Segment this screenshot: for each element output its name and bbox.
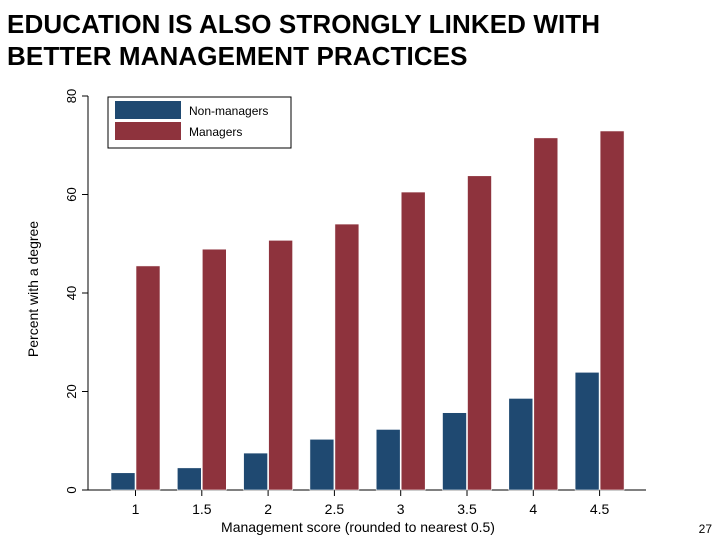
bar-non-managers [508, 398, 534, 491]
bar-managers [268, 240, 293, 491]
x-tick-label: 3.5 [457, 501, 477, 517]
y-tick-label: 20 [64, 384, 79, 398]
bar-non-managers [110, 472, 136, 491]
x-axis: 1 1.5 2 2.5 3 3.5 4 4.5 [88, 489, 646, 517]
bar-managers [533, 137, 559, 491]
bar-non-managers [177, 467, 202, 491]
y-tick-label: 80 [64, 89, 79, 103]
bar-managers [334, 223, 360, 491]
bars [110, 130, 625, 491]
bar-non-managers [442, 412, 467, 491]
x-tick-labels: 1 1.5 2 2.5 3 3.5 4 4.5 [132, 501, 610, 517]
bar-managers [599, 130, 625, 491]
y-ticks [82, 95, 88, 491]
y-axis-label: Percent with a degree [25, 221, 41, 357]
bar-managers [135, 265, 161, 491]
x-ticks [135, 490, 601, 496]
legend-label-non-managers: Non-managers [189, 104, 268, 118]
bar-non-managers [375, 429, 401, 491]
x-tick-label: 3 [397, 501, 405, 517]
x-tick-label: 4 [529, 501, 537, 517]
y-tick-label: 60 [64, 187, 79, 201]
bar-managers [202, 248, 227, 491]
slide-number: 27 [698, 522, 712, 536]
y-tick-label: 40 [64, 286, 79, 300]
bar-non-managers [243, 452, 268, 491]
x-tick-label: 2 [264, 501, 272, 517]
y-tick-labels: 0 20 40 60 80 [64, 89, 79, 494]
y-tick-label: 0 [64, 486, 79, 493]
slide-title: EDUCATION IS ALSO STRONGLY LINKED WITH B… [7, 9, 601, 71]
bar-non-managers [574, 371, 600, 491]
legend: Non-managers Managers [107, 96, 292, 149]
legend-swatch-non-managers [115, 101, 181, 119]
bar-managers [467, 175, 492, 491]
legend-swatch-managers [115, 122, 181, 140]
x-tick-label: 1 [132, 501, 140, 517]
x-axis-label: Management score (rounded to nearest 0.5… [221, 519, 495, 535]
x-tick-label: 2.5 [325, 501, 345, 517]
bar-managers [400, 191, 426, 491]
legend-label-managers: Managers [189, 125, 242, 139]
y-axis: 0 20 40 60 80 [64, 89, 89, 494]
bar-non-managers [309, 438, 335, 491]
x-tick-label: 1.5 [192, 501, 212, 517]
x-tick-label: 4.5 [590, 501, 610, 517]
